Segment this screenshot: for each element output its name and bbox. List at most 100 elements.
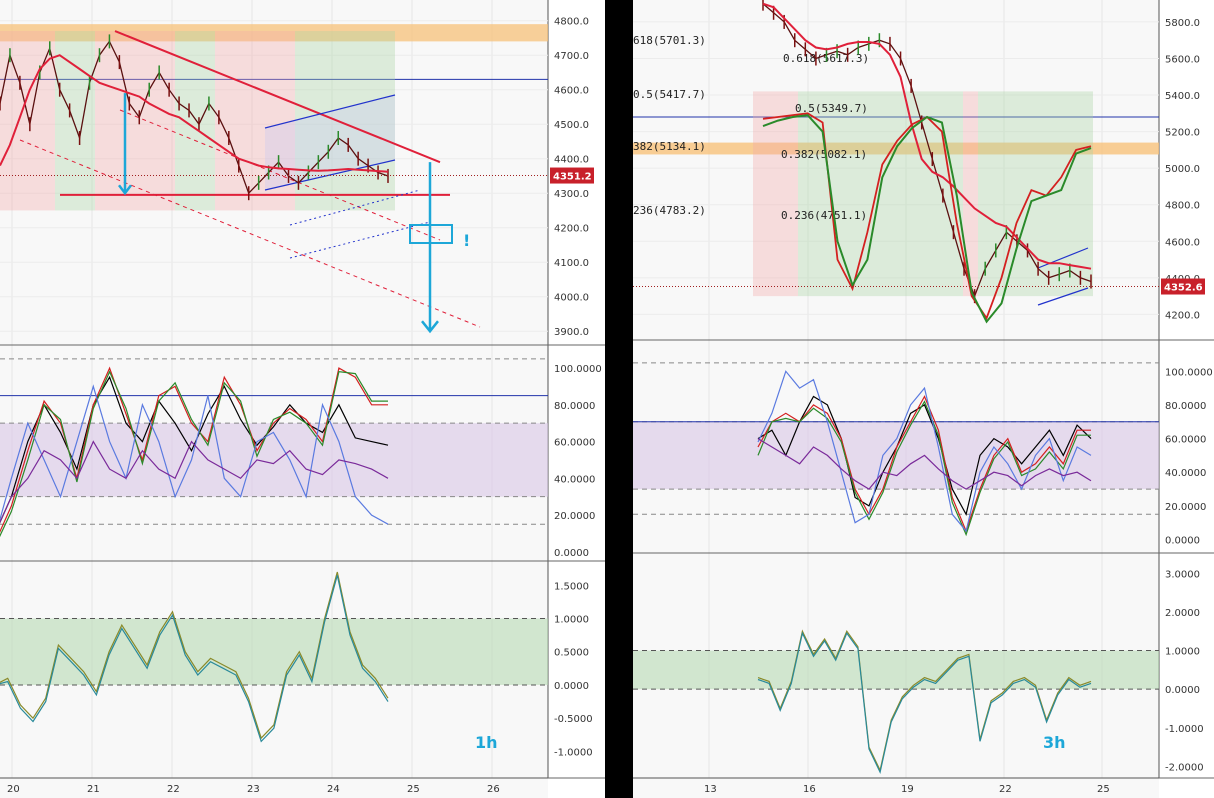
stoch-series-line — [0, 375, 389, 524]
price-tick-label: 4100.0 — [554, 258, 589, 269]
stoch-tick-label: 40.0000 — [554, 474, 595, 485]
x-tick-label: 22 — [167, 784, 180, 795]
cloud-band — [95, 31, 175, 211]
price-tick-label: 5200.0 — [1165, 128, 1200, 139]
stoch-series-line — [0, 384, 389, 525]
x-tick-label: 20 — [7, 784, 20, 795]
osc-band — [633, 650, 1159, 690]
channel-lower-line — [1037, 287, 1089, 306]
fib-level-label: 0.382(5082.1) — [781, 148, 867, 161]
annotation-exclamation: ! — [463, 231, 470, 250]
stoch-tick-label: 60.0000 — [1165, 435, 1206, 446]
current-price-label: 4351.2 — [553, 172, 592, 183]
stoch-tick-label: 0.0000 — [554, 548, 589, 559]
price-tick-label: 5600.0 — [1165, 54, 1200, 65]
price-tick-label: 4000.0 — [554, 293, 589, 304]
resistance-trendline — [114, 30, 441, 164]
stoch-tick-label: 80.0000 — [1165, 401, 1206, 412]
stoch-band — [0, 423, 548, 497]
osc-band — [0, 618, 548, 685]
channel-fill — [265, 95, 395, 190]
fib-level-label: 236(4783.2) — [633, 204, 706, 217]
cloud-band — [55, 31, 95, 211]
cloud-band — [978, 91, 1093, 297]
chart-1h: 4800.0 4700.0 4600.0 4500.0 4400.0 4300.0 4200… — [0, 0, 605, 798]
osc-tick-label: 0.0000 — [554, 681, 589, 692]
price-tick-label: 3900.0 — [554, 327, 589, 338]
arrow-head-icon — [421, 320, 439, 334]
stoch-series-line — [757, 395, 1091, 533]
osc-tick-label: 0.0000 — [1165, 685, 1200, 696]
price-tick-label: 4600.0 — [1165, 237, 1200, 248]
x-tick-label: 13 — [704, 784, 717, 795]
stoch-tick-label: 80.0000 — [554, 401, 595, 412]
osc-series-line — [757, 629, 1092, 773]
osc-tick-label: -2.0000 — [1165, 762, 1204, 773]
channel-upper-line — [1037, 247, 1089, 269]
osc-tick-label: -0.5000 — [554, 714, 593, 725]
timeframe-label: 3h — [1043, 733, 1066, 752]
y-axis-background — [548, 0, 605, 798]
dashed-trendline — [19, 139, 481, 328]
stoch-series-line — [757, 438, 1092, 490]
osc-tick-label: -1.0000 — [554, 747, 593, 758]
stoch-tick-label: 20.0000 — [1165, 502, 1206, 513]
price-tick-label: 4800.0 — [554, 17, 589, 28]
stoch-series-line — [0, 440, 389, 524]
x-tick-label: 25 — [407, 784, 420, 795]
osc-tick-label: 1.5000 — [554, 581, 589, 592]
fib-level-label: 0.5(5349.7) — [795, 102, 868, 115]
stoch-series-line — [0, 370, 388, 538]
price-tick-label: 4700.0 — [554, 51, 589, 62]
x-tick-label: 19 — [901, 784, 914, 795]
fib-level-label: 0.236(4751.1) — [781, 209, 867, 222]
cloud-band — [175, 31, 215, 211]
price-tick-label: 5800.0 — [1165, 18, 1200, 29]
price-tick-label: 4500.0 — [554, 120, 589, 131]
price-tick-label: 5000.0 — [1165, 164, 1200, 175]
stoch-series-line — [757, 370, 1092, 533]
fib-level-label: 0.5(5417.7) — [633, 88, 706, 101]
current-price-badge — [1161, 278, 1205, 295]
baseline-line — [0, 54, 389, 173]
channel-upper-line — [264, 94, 396, 129]
price-tick-label: 4200.0 — [554, 224, 589, 235]
osc-series-line — [0, 571, 389, 740]
stoch-tick-label: 60.0000 — [554, 438, 595, 449]
stoch-tick-label: 20.0000 — [554, 511, 595, 522]
price-tick-label: 4400.0 — [554, 155, 589, 166]
stoch-series-line — [0, 366, 388, 533]
x-tick-label: 22 — [999, 784, 1012, 795]
osc-tick-label: 1.0000 — [554, 614, 589, 625]
x-tick-label: 24 — [327, 784, 340, 795]
cloud-band — [0, 31, 55, 211]
price-tick-label: 4800.0 — [1165, 201, 1200, 212]
price-tick-label: 4300.0 — [554, 189, 589, 200]
stoch-tick-label: 40.0000 — [1165, 468, 1206, 479]
osc-series-line — [757, 631, 1092, 775]
arrow-head-icon — [118, 184, 132, 196]
osc-series-line — [0, 575, 389, 743]
x-tick-label: 23 — [247, 784, 260, 795]
x-tick-label: 21 — [87, 784, 100, 795]
price-tick-label: 5400.0 — [1165, 91, 1200, 102]
target-box — [409, 224, 453, 244]
dashed-trendline — [119, 109, 441, 241]
stoch-series-line — [757, 395, 1092, 516]
price-tick-label: 4200.0 — [1165, 310, 1200, 321]
fib-level-label: 382(5134.1) — [633, 140, 706, 153]
x-tick-label: 25 — [1097, 784, 1110, 795]
osc-tick-label: -1.0000 — [1165, 724, 1204, 735]
stoch-tick-label: 0.0000 — [1165, 536, 1200, 547]
cloud-band — [295, 31, 395, 211]
chart-3h: 5800.0 5600.0 5400.0 5200.0 5000.0 4800.0 4600… — [633, 0, 1214, 798]
x-tick-label: 16 — [803, 784, 816, 795]
osc-tick-label: 0.5000 — [554, 648, 589, 659]
osc-tick-label: 3.0000 — [1165, 569, 1200, 580]
price-tick-label: 4600.0 — [554, 86, 589, 97]
channel-lower-line — [264, 159, 396, 191]
stoch-tick-label: 100.0000 — [1165, 367, 1213, 378]
channel-projection-line — [289, 221, 431, 259]
cloud-band — [753, 91, 798, 297]
